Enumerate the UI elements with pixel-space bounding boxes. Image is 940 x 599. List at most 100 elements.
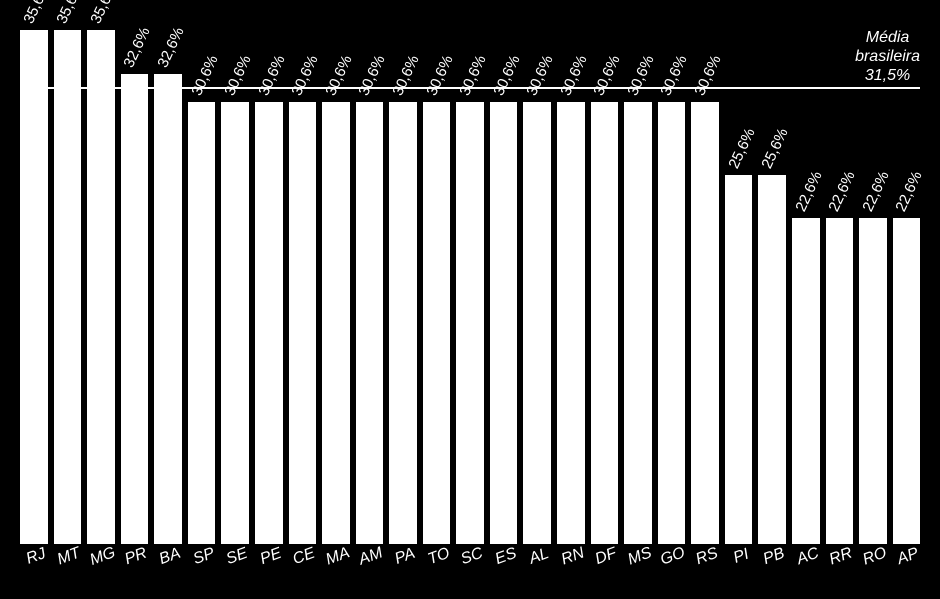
bar-value-label: 30,6% [591, 53, 624, 99]
bar-value-label: 30,6% [490, 53, 523, 99]
bar-chart: 35,6%35,6%35,6%32,6%32,6%30,6%30,6%30,6%… [0, 0, 940, 599]
x-label-slot: PE [255, 544, 283, 599]
bar-value-label: 22,6% [826, 168, 859, 214]
bar-slot: 22,6% [893, 10, 921, 544]
x-label-slot: MA [322, 544, 350, 599]
x-axis-label: GO [659, 544, 689, 569]
x-axis-label: MS [626, 544, 655, 569]
x-axis-label: AC [794, 545, 821, 570]
x-axis-label: AM [357, 544, 386, 569]
bar-slot: 30,6% [289, 10, 317, 544]
x-axis-label: RO [860, 544, 889, 569]
x-axis-label: AP [895, 545, 921, 569]
bar-slot: 30,6% [557, 10, 585, 544]
bar-slot: 30,6% [523, 10, 551, 544]
bar [792, 218, 820, 544]
bar-value-label: 30,6% [423, 53, 456, 99]
x-label-slot: MT [54, 544, 82, 599]
x-axis-label: SC [459, 545, 486, 570]
bar-value-label: 30,6% [624, 53, 657, 99]
x-axis-label: RS [694, 545, 721, 570]
bar [557, 102, 585, 544]
bar [87, 30, 115, 544]
x-label-slot: PR [121, 544, 149, 599]
x-label-slot: PA [389, 544, 417, 599]
bar-slot: 22,6% [859, 10, 887, 544]
bar-value-label: 30,6% [221, 53, 254, 99]
bar [389, 102, 417, 544]
bar [758, 175, 786, 544]
x-axis-label: PB [761, 545, 787, 569]
reference-line [20, 87, 920, 89]
bar [54, 30, 82, 544]
bar-value-label: 30,6% [389, 53, 422, 99]
x-axis-label: MG [88, 544, 118, 570]
bar-value-label: 32,6% [154, 24, 187, 70]
x-label-slot: AL [523, 544, 551, 599]
x-label-slot: DF [591, 544, 619, 599]
bar-value-label: 30,6% [557, 53, 590, 99]
x-axis-label: BA [157, 545, 183, 569]
bar-slot: 35,6% [20, 10, 48, 544]
bar-value-label: 25,6% [758, 125, 791, 171]
bar [624, 102, 652, 544]
x-label-slot: ES [490, 544, 518, 599]
reference-label-value: 31,5% [855, 66, 920, 85]
bar-slot: 30,6% [255, 10, 283, 544]
bar [658, 102, 686, 544]
x-label-slot: GO [658, 544, 686, 599]
bar [893, 218, 921, 544]
x-label-slot: RS [691, 544, 719, 599]
bar-slot: 25,6% [758, 10, 786, 544]
bar [725, 175, 753, 544]
x-label-slot: BA [154, 544, 182, 599]
x-axis-label: PA [393, 545, 418, 569]
bar-slot: 30,6% [624, 10, 652, 544]
bar-slot: 22,6% [826, 10, 854, 544]
bar [523, 102, 551, 544]
bar [356, 102, 384, 544]
reference-label-line1: Média [855, 28, 920, 47]
x-label-slot: AC [792, 544, 820, 599]
x-label-slot: MG [87, 544, 115, 599]
bar-slot: 30,6% [691, 10, 719, 544]
x-axis-label: RN [559, 544, 587, 569]
bar-value-label: 30,6% [289, 53, 322, 99]
bar-value-label: 22,6% [893, 168, 926, 214]
bar-value-label: 30,6% [356, 53, 389, 99]
bar-value-label: 22,6% [792, 168, 825, 214]
bar-value-label: 35,6% [54, 0, 87, 27]
bar [289, 102, 317, 544]
bar-slot: 30,6% [423, 10, 451, 544]
bar-slot: 30,6% [188, 10, 216, 544]
bar [826, 218, 854, 544]
bar-slot: 32,6% [154, 10, 182, 544]
x-axis-label: PE [258, 545, 284, 569]
bar [423, 102, 451, 544]
bar-value-label: 30,6% [255, 53, 288, 99]
x-axis-label: ES [493, 545, 519, 569]
x-axis-labels: RJMTMGPRBASPSEPECEMAAMPATOSCESALRNDFMSGO… [20, 544, 920, 599]
plot-area: 35,6%35,6%35,6%32,6%32,6%30,6%30,6%30,6%… [20, 10, 920, 544]
x-label-slot: PI [725, 544, 753, 599]
bar-slot: 35,6% [87, 10, 115, 544]
x-label-slot: RN [557, 544, 585, 599]
bar-value-label: 30,6% [322, 53, 355, 99]
bar [221, 102, 249, 544]
x-label-slot: PB [758, 544, 786, 599]
reference-label: Média brasileira 31,5% [855, 28, 920, 86]
x-label-slot: SE [221, 544, 249, 599]
bar-slot: 25,6% [725, 10, 753, 544]
x-axis-label: DF [593, 545, 619, 569]
x-label-slot: SP [188, 544, 216, 599]
bar [188, 102, 216, 544]
bar [456, 102, 484, 544]
x-axis-label: AL [527, 545, 552, 569]
bar-slot: 32,6% [121, 10, 149, 544]
x-axis-label: MA [323, 544, 352, 569]
bar-value-label: 30,6% [188, 53, 221, 99]
x-label-slot: AM [356, 544, 384, 599]
bar-slot: 30,6% [389, 10, 417, 544]
bars-container: 35,6%35,6%35,6%32,6%32,6%30,6%30,6%30,6%… [20, 10, 920, 544]
x-axis-label: TO [425, 545, 452, 569]
